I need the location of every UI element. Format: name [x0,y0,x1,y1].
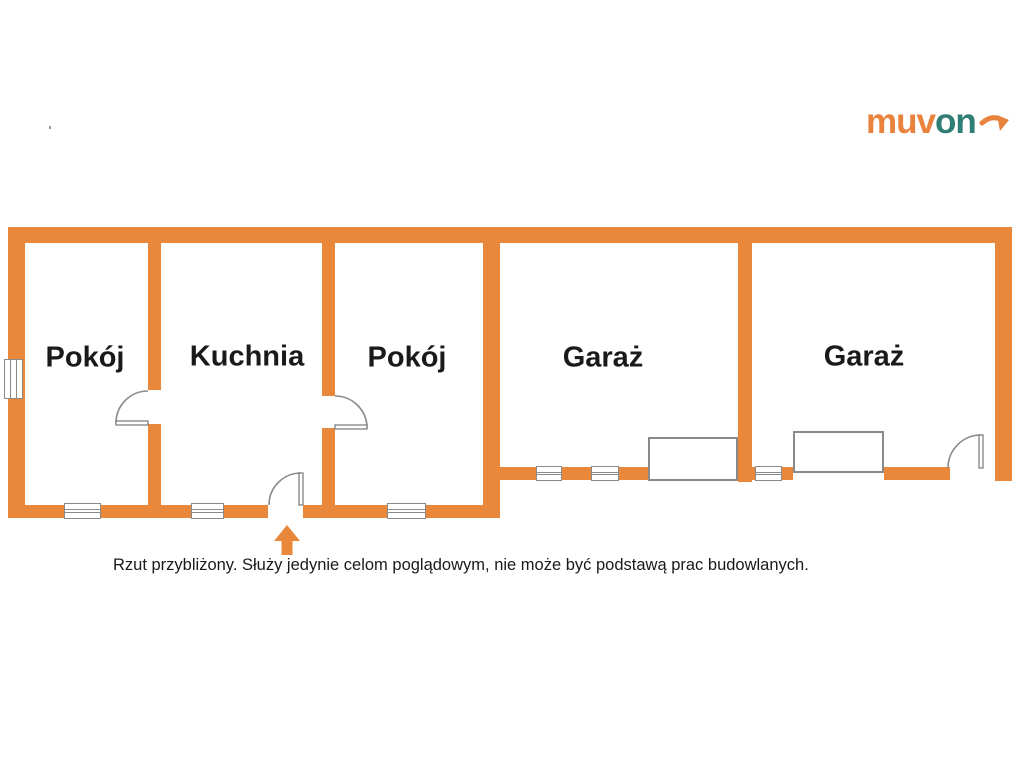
wall-bottom-left-seg2 [100,505,192,518]
room-label-garaz-1: Garaż [562,341,644,374]
room-label-garaz-2: Garaż [823,340,905,373]
wall-bottom-left-seg1 [8,505,65,518]
logo-corner-arrow-icon [979,115,1009,131]
door-leaf-entrance [298,472,304,506]
door-leaf-pokoj2 [334,424,368,430]
disclaimer-text: Rzut przybliżony. Służy jedynie celom po… [113,556,809,574]
garage-door-symbol-2 [793,431,884,473]
speck-artifact [49,126,51,129]
entrance-arrow-icon [274,525,300,555]
muvon-logo: muv on [866,104,1010,139]
wall-bottom-left-seg5 [425,505,500,518]
wall-bottom-garage-seg3 [618,467,648,480]
door-arc-entrance [268,472,302,506]
window-symbol-garaz1-b [591,466,619,481]
door-arc-pokoj2 [334,395,368,429]
window-symbol-garaz1-a [536,466,562,481]
room-label-pokoj-1: Pokój [45,341,125,374]
window-symbol-kuchnia [191,503,224,519]
room-label-kuchnia: Kuchnia [189,340,305,373]
wall-pokoj2-garaz1 [483,243,500,518]
window-symbol-pokoj1 [64,503,101,519]
wall-bottom-left-seg4 [303,505,388,518]
wall-bottom-garage-seg1 [500,467,537,480]
door-leaf-garaz2 [978,434,984,469]
wall-garaz1-garaz2 [738,243,752,482]
wall-kuchnia-pokoj2-lower [322,428,335,505]
wall-right [995,227,1012,481]
wall-pokoj1-kuchnia-upper [148,243,161,390]
wall-bottom-garage-seg6 [884,467,950,480]
window-symbol-garaz2 [755,466,782,481]
wall-bottom-left-seg3 [223,505,268,518]
logo-text-on: on [934,102,977,141]
window-symbol-left-wall [4,359,23,399]
room-label-pokoj-2: Pokój [367,341,447,374]
wall-bottom-garage-seg5 [781,467,793,480]
wall-pokoj1-kuchnia-lower [148,424,161,505]
wall-bottom-garage-seg2 [561,467,592,480]
door-leaf-pokoj1 [115,420,149,426]
wall-kuchnia-pokoj2-upper [322,243,335,396]
door-arc-garaz2 [947,434,982,469]
wall-top [8,227,1012,243]
garage-door-symbol-1 [648,437,738,481]
window-symbol-pokoj2 [387,503,426,519]
door-arc-pokoj1 [115,390,149,424]
logo-text-muv: muv [866,102,936,141]
